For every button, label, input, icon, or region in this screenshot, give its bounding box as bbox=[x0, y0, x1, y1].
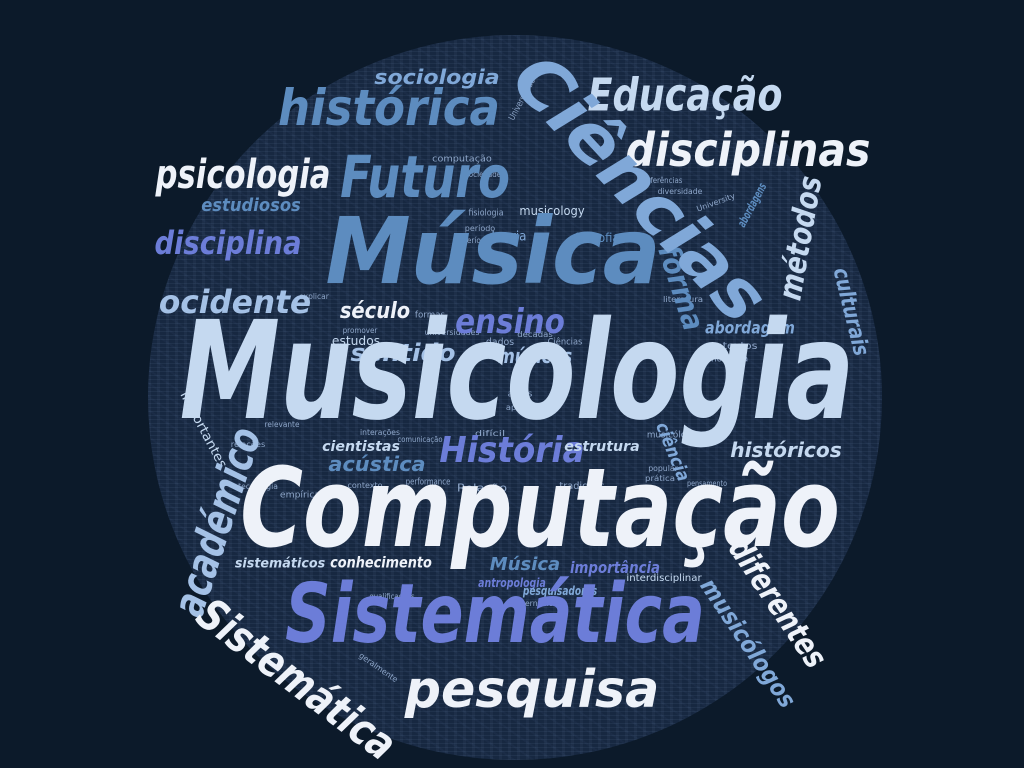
word-diversidade: diversidade bbox=[657, 187, 703, 196]
word-seculo: século bbox=[339, 299, 411, 324]
word-musica-large: Música bbox=[325, 198, 661, 305]
word-filosofia: filosofia bbox=[574, 231, 620, 245]
word-tradicoes: tradições bbox=[559, 481, 605, 492]
word-estudos: estudos bbox=[331, 334, 381, 348]
word-musicology: musicology bbox=[519, 204, 585, 218]
word-historica: histórica bbox=[278, 79, 500, 137]
word-importancia: importância bbox=[569, 558, 661, 577]
word-futuro: Futuro bbox=[340, 143, 510, 211]
word-estudiosos: estudiosos bbox=[201, 195, 301, 216]
word-acustica: acústica bbox=[328, 452, 426, 476]
word-contextos: contextos bbox=[702, 341, 758, 352]
word-conferencias: conferências bbox=[637, 176, 683, 185]
word-disciplina: disciplina bbox=[154, 224, 302, 262]
word-historicos: históricos bbox=[730, 438, 842, 462]
word-musica-small: Música bbox=[489, 554, 561, 575]
word-relacao: Relação bbox=[456, 481, 508, 495]
word-computacao: Computação bbox=[240, 444, 840, 572]
word-musicologia: Musicologia bbox=[179, 293, 855, 451]
word-antropologia: antropologia bbox=[478, 576, 546, 590]
word-sentido: sentido bbox=[350, 339, 456, 367]
word-tecnologia: tecnologia bbox=[238, 482, 278, 491]
word-universidades: universidades bbox=[424, 328, 480, 337]
word-dificil: difícil bbox=[474, 429, 506, 438]
word-ocidente: ocidente bbox=[158, 283, 312, 321]
word-periodos: períodos bbox=[462, 236, 494, 245]
word-literatura: literatura bbox=[662, 295, 704, 304]
word-ensino: ensino bbox=[455, 302, 565, 342]
word-formas: formas bbox=[414, 310, 446, 321]
word-estrutura: estrutura bbox=[564, 439, 640, 455]
word-computacao-small: computação bbox=[432, 154, 492, 165]
word-popular: popular bbox=[648, 464, 678, 473]
word-decadas: décadas bbox=[517, 330, 553, 339]
word-comunicacao: comunicação bbox=[397, 435, 443, 444]
word-conhecimento: conhecimento bbox=[330, 553, 432, 572]
word-educacao: Educação bbox=[587, 68, 783, 122]
word-moderna: moderna bbox=[707, 354, 749, 365]
word-contexto: contexto bbox=[347, 481, 383, 490]
word-promover: promover bbox=[342, 326, 378, 335]
word-historia: História bbox=[439, 430, 585, 471]
word-performance: performance bbox=[405, 477, 451, 488]
word-interdisciplinar: interdisciplinar bbox=[626, 573, 702, 584]
word-explicar: explicar bbox=[299, 292, 329, 301]
word-psicologia: psicologia bbox=[155, 152, 331, 198]
word-qualificacoes: qualificações bbox=[369, 592, 415, 601]
word-disciplinas: disciplinas bbox=[625, 123, 871, 177]
word-dados: dados bbox=[485, 337, 515, 348]
word-teoria: teoria bbox=[491, 229, 527, 245]
word-abordagem: abordagem bbox=[705, 318, 795, 339]
word-relacoes: relações bbox=[230, 440, 266, 449]
word-sociologia: sociologia bbox=[374, 65, 500, 89]
cloud-shape bbox=[148, 35, 882, 760]
word-relevante: relevante bbox=[264, 420, 300, 429]
word-interacoes: interações bbox=[360, 428, 400, 437]
word-apesar: apesar bbox=[505, 403, 535, 412]
word-sistematicos: sistemáticos bbox=[234, 556, 326, 572]
word-empirica: empírica bbox=[279, 490, 321, 501]
word-musicos: músicos bbox=[497, 344, 573, 368]
word-pensamento: pensamento bbox=[687, 479, 727, 488]
word-internacional: internacional bbox=[514, 599, 566, 608]
word-sistematica-large: Sistemática bbox=[285, 567, 705, 662]
word-pesquisadores: pesquisadores bbox=[522, 584, 598, 598]
word-pesquisa: pesquisa bbox=[404, 660, 660, 720]
word-musicologo: musicólogo bbox=[646, 430, 698, 441]
word-cientistas: cientistas bbox=[322, 439, 400, 455]
word-pratica: prática bbox=[645, 474, 675, 483]
word-ciencias-small: Ciências bbox=[547, 337, 583, 348]
word-periodo: período bbox=[464, 224, 496, 233]
word-sociedades: sociedades bbox=[465, 170, 505, 179]
word-fisiologia: fisiologia bbox=[468, 208, 504, 219]
word-areas: áreas bbox=[507, 389, 533, 400]
